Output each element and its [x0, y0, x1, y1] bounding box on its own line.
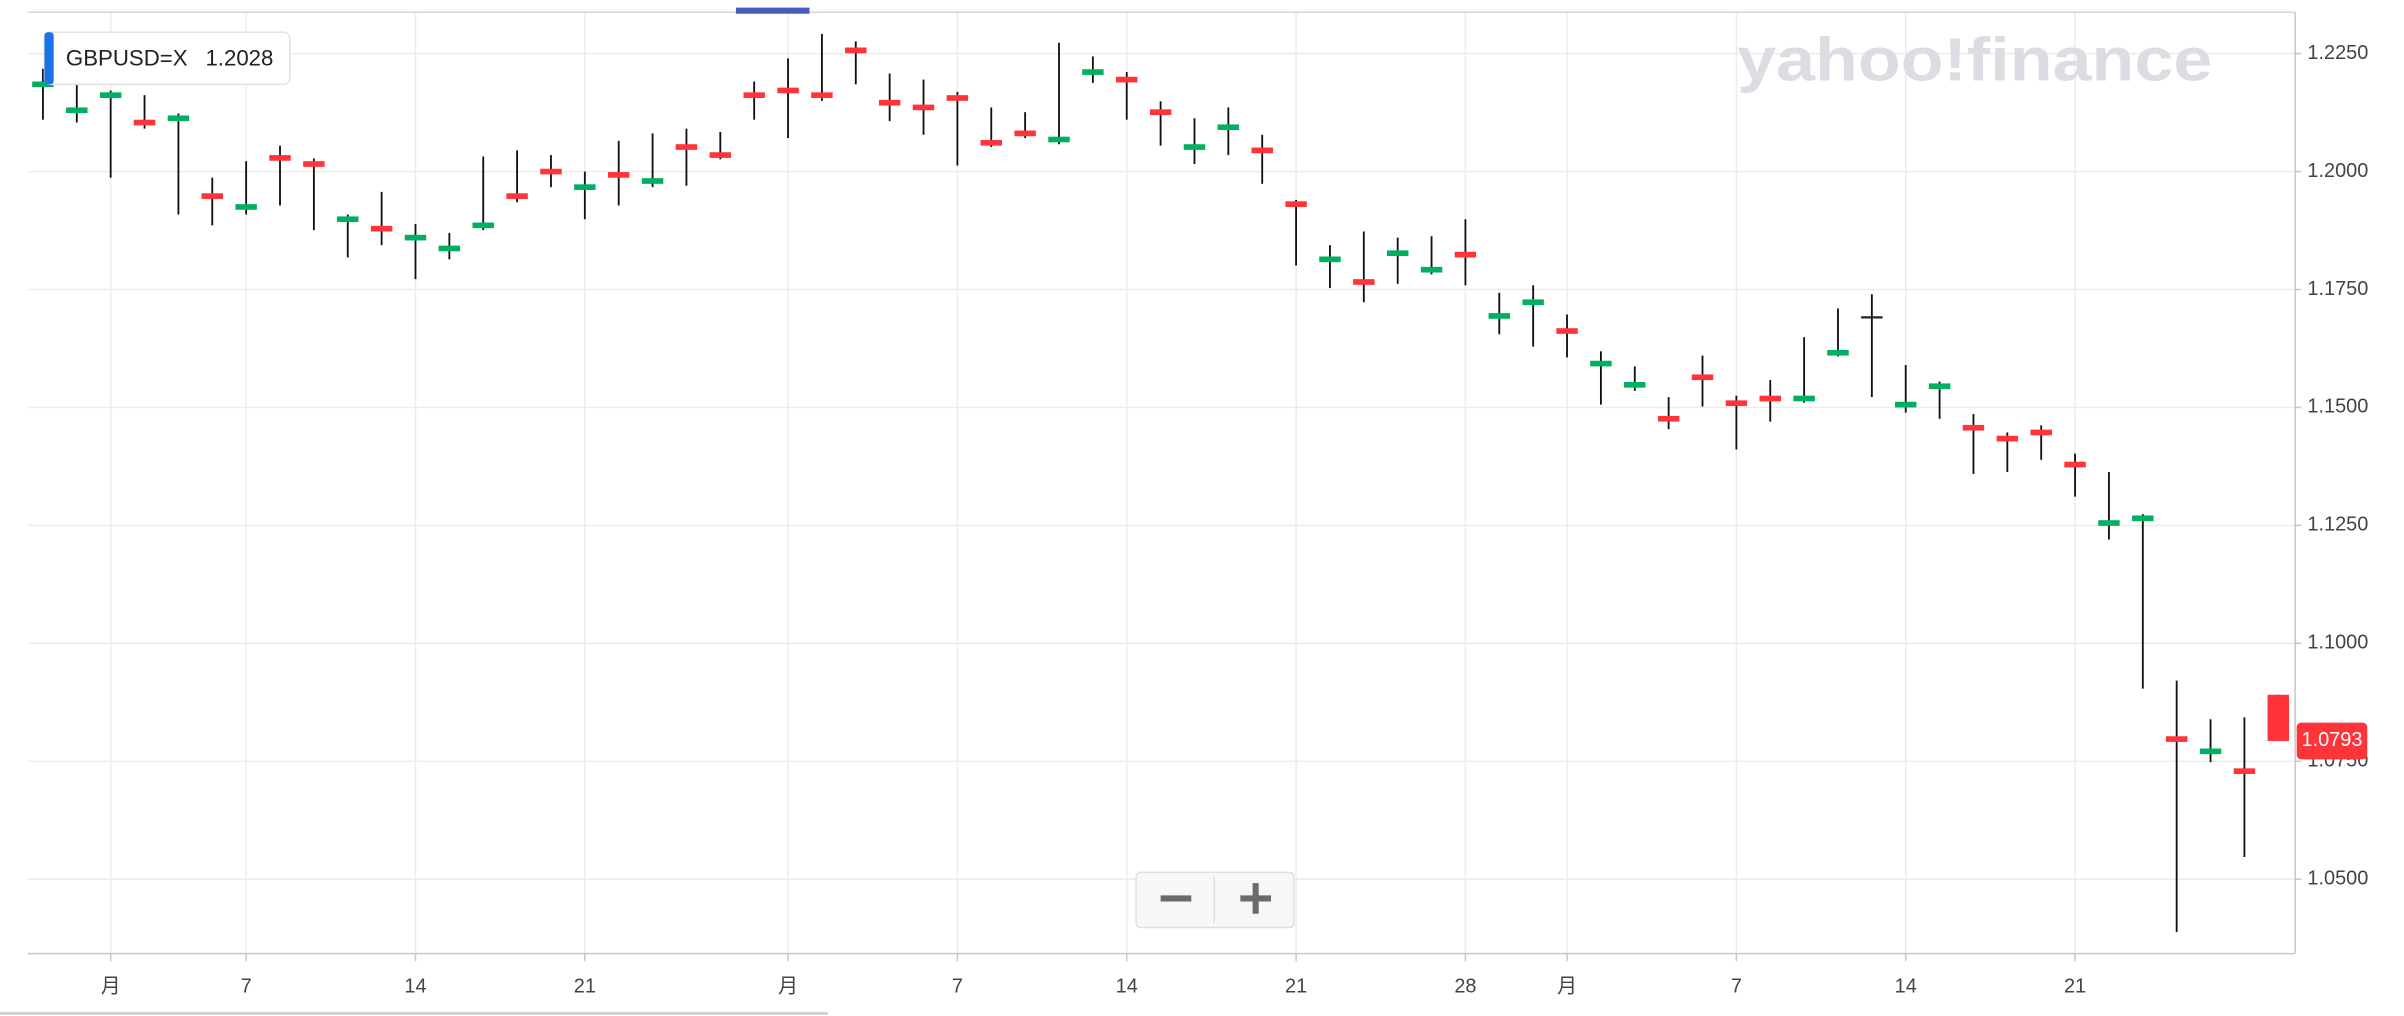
candle-body [1928, 383, 1951, 390]
candle-body [878, 99, 901, 106]
legend-symbol: GBPUSD=X [66, 46, 188, 71]
y-tick-label: 1.0500 [2307, 867, 2368, 889]
candle-body [743, 92, 765, 98]
last-price-tag [2296, 722, 2368, 760]
candle-body [607, 172, 630, 178]
candle-body [1420, 266, 1443, 273]
candle-body [2165, 736, 2188, 742]
x-tick-label: 14 [1895, 976, 1917, 998]
candles [32, 33, 2290, 933]
candle-body [540, 168, 562, 175]
candle-body [337, 216, 359, 223]
grid [27, 12, 2296, 954]
candle-body [845, 47, 867, 54]
candle-body [1657, 415, 1680, 422]
candle-body [1454, 251, 1477, 258]
candle-body [1522, 299, 1544, 306]
candle-body [709, 152, 732, 158]
candle-body [1725, 400, 1748, 407]
candle-body [1251, 147, 1273, 154]
candle-body [946, 95, 969, 101]
x-tick-label: 7 [1731, 976, 1742, 998]
y-tick-label: 1.1500 [2307, 396, 2368, 418]
candle-body [1996, 435, 2019, 442]
candle-body [2233, 768, 2256, 774]
candle-body [66, 107, 88, 114]
x-tick-label: 21 [2064, 976, 2086, 998]
candle-body [1116, 76, 1138, 83]
candle-body [2030, 429, 2052, 436]
candle-body [201, 193, 224, 199]
x-tick-label: 月 [1557, 976, 1577, 998]
candle-body [438, 245, 461, 252]
x-tick-label: 21 [1285, 976, 1307, 998]
candle-body [269, 155, 291, 161]
legend-marker [44, 32, 54, 85]
candle-body [1894, 401, 1917, 408]
candle-body [167, 115, 190, 122]
candle-body [2064, 461, 2086, 468]
y-tick-label: 1.1750 [2307, 278, 2368, 300]
candle-body [32, 81, 54, 88]
watermark: yahoo!finance [1737, 25, 2212, 94]
candle-body [1014, 130, 1036, 137]
candle-body [1353, 279, 1375, 285]
candle-body [777, 87, 799, 94]
candle-body [1048, 136, 1070, 143]
candle-body [1793, 395, 1815, 402]
candle-body [1285, 201, 1307, 207]
x-tick-label: 28 [1454, 976, 1476, 998]
y-tick-label: 1.2250 [2307, 42, 2368, 64]
y-tick-label: 1.2000 [2307, 160, 2368, 182]
candle-body [912, 104, 935, 111]
candle-body [1386, 250, 1409, 257]
candle-body [472, 222, 494, 229]
candle-body [1183, 144, 1206, 150]
candle-body [1590, 360, 1612, 367]
candle-body [303, 161, 325, 167]
candle-body [1319, 256, 1341, 263]
legend-value: 1.2028 [205, 46, 273, 71]
x-tick-label: 21 [574, 976, 596, 998]
candle-body [1556, 328, 1578, 334]
x-tick-label: 月 [778, 976, 798, 998]
candle-body [574, 184, 596, 190]
zoom-controls [1135, 871, 1295, 929]
candle-body [235, 204, 257, 210]
y-tick-label: 1.1000 [2307, 632, 2368, 654]
candle-body [99, 92, 122, 98]
candle-body [1149, 109, 1172, 115]
x-tick-label: 14 [1116, 976, 1138, 998]
y-tick-label: 1.1250 [2307, 514, 2368, 536]
candle-body [980, 139, 1002, 146]
candle-body [2267, 694, 2290, 741]
legend: GBPUSD=X 1.2028 [43, 31, 291, 86]
candle-body [2199, 748, 2222, 755]
candle-body [133, 119, 156, 126]
x-tick-label: 14 [404, 976, 426, 998]
candle-body [1827, 349, 1849, 356]
candle-body [1759, 395, 1781, 402]
candle-body [2098, 520, 2120, 526]
candle-body [675, 144, 698, 150]
candle-body [641, 178, 664, 184]
candle-body [811, 92, 833, 98]
candle-body [1624, 381, 1646, 388]
last-price-label: 1.0793 [2301, 729, 2362, 751]
x-tick-label: 7 [241, 976, 252, 998]
candle-body [1962, 424, 1985, 431]
x-tick-label: 7 [952, 976, 963, 998]
x-tick-label: 月 [101, 976, 121, 998]
candle-body [370, 225, 393, 232]
candle-body [1488, 313, 1511, 319]
candle-body [1082, 69, 1104, 75]
candle-body [1217, 124, 1240, 131]
candle-body [2132, 515, 2154, 522]
candle-body [1691, 374, 1714, 381]
candle-body [404, 234, 427, 241]
candle-body [506, 193, 528, 199]
